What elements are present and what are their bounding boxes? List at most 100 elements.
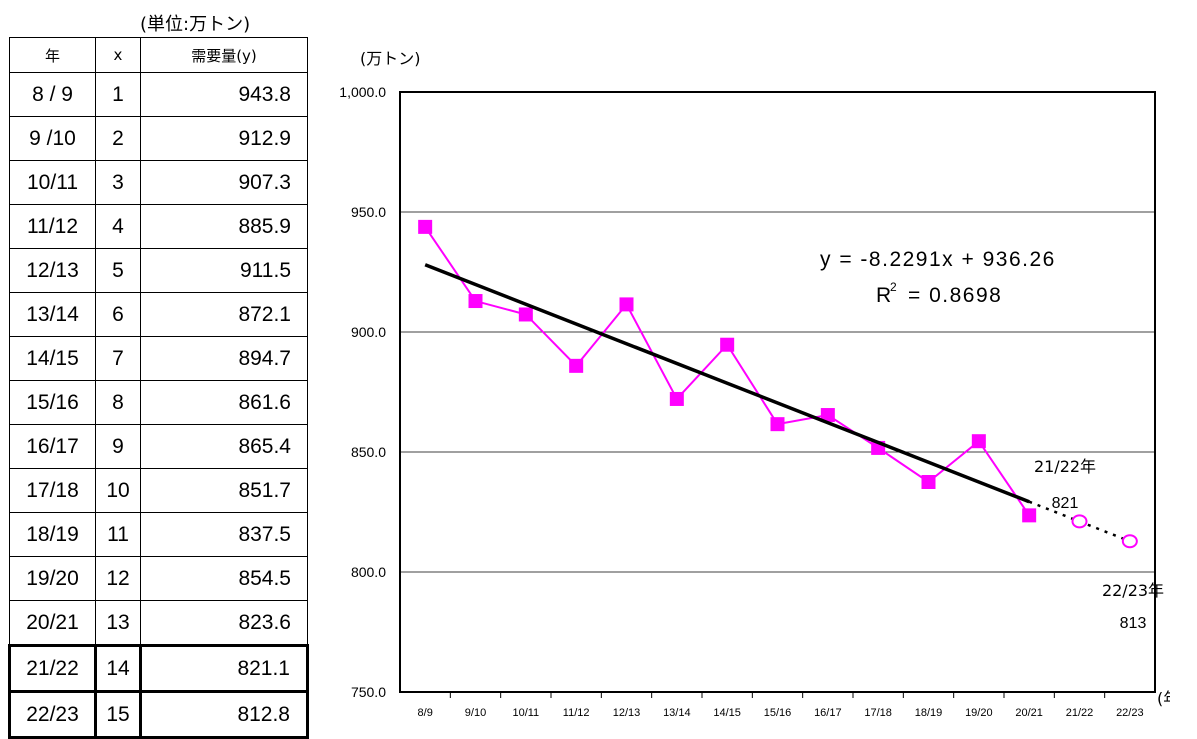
unit-note: (単位:万トン) [140,14,251,35]
table-row: 15/16 8 861.6 [9,380,308,425]
cell-x: 2 [95,116,141,161]
y-tick-label: 950.0 [351,204,386,220]
r2-value: = 0.8698 [908,284,1002,307]
cell-year: 18/19 [9,512,96,557]
table-row: 13/14 6 872.1 [9,292,308,337]
demand-chart: 750.0 800.0 850.0 900.0 950.0 1,000.0 8/9 9/10 1… [339,49,1170,719]
trend-equation: y = -8.2291x + 936.26 [820,248,1056,271]
cell-year: 8 / 9 [9,72,96,117]
y-tick-label: 750.0 [351,684,386,700]
x-tick-label: 20/21 [1015,707,1043,719]
table-row: 11/12 4 885.9 [9,204,308,249]
table-row: 16/17 9 865.4 [9,424,308,469]
cell-x: 7 [95,336,141,381]
table-row: 12/13 5 911.5 [9,248,308,293]
cell-year: 20/21 [9,600,96,646]
cell-demand: 851.7 [140,468,308,513]
cell-x: 8 [95,380,141,425]
data-point-square [418,219,433,234]
cell-x: 15 [94,690,142,739]
data-point-square [619,297,634,312]
x-tick-label: 13/14 [663,707,691,719]
data-point-square [971,434,986,449]
data-point-square [921,475,936,489]
x-tick-label: 12/13 [613,707,641,719]
trendline-solid [424,263,1030,504]
cell-demand: 872.1 [140,292,308,337]
x-tick-label: 17/18 [864,707,892,719]
plot-area [399,91,1156,693]
data-point-square [770,417,785,432]
cell-demand: 861.6 [140,380,308,425]
cell-demand: 943.8 [140,72,308,117]
cell-x: 3 [95,160,141,205]
cell-demand: 812.8 [139,690,309,739]
cell-year: 9 /10 [9,116,96,161]
x-tick-label: 16/17 [814,707,842,719]
cell-x: 9 [95,424,141,469]
cell-demand: 894.7 [140,336,308,381]
cell-year: 14/15 [9,336,96,381]
x-tick-label: 8/9 [418,707,433,719]
cell-x: 12 [95,556,141,601]
cell-demand: 823.6 [140,600,308,646]
table-row: 21/22 14 821.1 [8,644,309,693]
x-tick-label: 19/20 [965,707,993,719]
table-row: 10/11 3 907.3 [9,160,308,205]
y-axis-title: (万トン) [360,49,421,68]
forecast-point-circle [1121,534,1138,549]
r2-superscript: 2 [890,280,897,294]
table-row: 14/15 7 894.7 [9,336,308,381]
forecast-point-circle [1071,514,1088,529]
cell-x: 6 [95,292,141,337]
cell-year: 22/23 [8,690,97,739]
annotation-value: 821 [1052,495,1079,512]
cell-year: 17/18 [9,468,96,513]
cell-x: 10 [95,468,141,513]
cell-x: 1 [95,72,141,117]
table-row: 22/23 15 812.8 [8,690,309,739]
data-point-square [518,307,533,322]
annotation-label: 21/22年 [1034,457,1096,476]
x-tick-label: 21/22 [1066,707,1094,719]
data-point-square [720,337,735,352]
data-point-square [820,408,835,423]
data-point-square [468,294,483,309]
cell-x: 13 [95,600,141,646]
cell-x: 14 [94,644,142,693]
cell-year: 12/13 [9,248,96,293]
annotation-label: 22/23年 [1102,581,1164,600]
data-table: 年 x 需要量(y) 8 / 9 1 943.8 9 /10 2 912.9 10/11 3 9… [8,37,309,739]
header-x: x [95,37,141,73]
x-tick-label: 10/11 [512,707,539,719]
cell-demand: 821.1 [139,644,309,693]
cell-x: 5 [95,248,141,293]
x-tick-label: 18/19 [915,707,943,719]
annotation-value: 813 [1120,615,1147,632]
data-point-square [669,391,684,406]
x-axis-title: (年) [1157,689,1170,708]
table-row: 19/20 12 854.5 [9,556,308,601]
cell-x: 11 [95,512,141,557]
table-row: 17/18 10 851.7 [9,468,308,513]
table-row: 8 / 9 1 943.8 [9,72,308,117]
cell-demand: 865.4 [140,424,308,469]
header-year: 年 [9,37,96,73]
cell-year: 21/22 [8,644,97,693]
cell-demand: 885.9 [140,204,308,249]
x-tick-label: 15/16 [764,707,792,719]
table-row: 20/21 13 823.6 [9,600,308,646]
cell-year: 10/11 [9,160,96,205]
cell-demand: 907.3 [140,160,308,205]
y-tick-label: 800.0 [351,564,386,580]
header-demand: 需要量(y) [140,37,308,73]
cell-demand: 837.5 [140,512,308,557]
cell-year: 16/17 [9,424,96,469]
data-point-square [1022,508,1037,523]
table-header-row: 年 x 需要量(y) [9,37,308,73]
table-row: 18/19 11 837.5 [9,512,308,557]
cell-year: 13/14 [9,292,96,337]
x-tick-label: 14/15 [713,707,741,719]
data-point-square [569,358,584,373]
cell-demand: 854.5 [140,556,308,601]
